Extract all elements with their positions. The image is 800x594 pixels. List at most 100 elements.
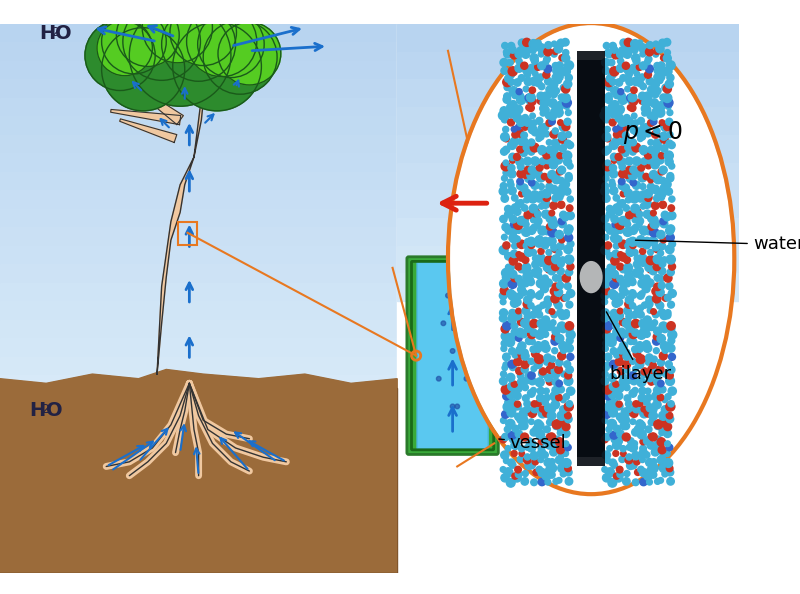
Circle shape — [562, 311, 570, 319]
Circle shape — [602, 451, 610, 459]
Text: vessel: vessel — [498, 434, 566, 452]
Circle shape — [518, 266, 525, 273]
Circle shape — [499, 187, 508, 195]
Circle shape — [657, 334, 666, 343]
Circle shape — [629, 279, 636, 286]
Circle shape — [548, 267, 555, 275]
Circle shape — [510, 222, 517, 228]
Circle shape — [562, 54, 570, 62]
Circle shape — [602, 279, 610, 288]
Circle shape — [647, 308, 653, 313]
Circle shape — [505, 75, 512, 82]
Circle shape — [522, 470, 528, 476]
Circle shape — [558, 322, 566, 331]
Circle shape — [638, 387, 646, 394]
Circle shape — [657, 438, 666, 446]
Circle shape — [646, 394, 652, 401]
Circle shape — [551, 337, 559, 345]
Circle shape — [510, 250, 518, 258]
Circle shape — [615, 79, 622, 86]
Circle shape — [518, 351, 526, 358]
Circle shape — [540, 99, 549, 108]
Circle shape — [664, 429, 671, 438]
Circle shape — [531, 57, 538, 64]
Circle shape — [522, 257, 529, 263]
Circle shape — [658, 78, 663, 84]
Circle shape — [653, 400, 661, 409]
Circle shape — [662, 347, 668, 353]
Circle shape — [624, 395, 630, 402]
Circle shape — [618, 146, 626, 153]
Circle shape — [562, 67, 570, 76]
Bar — [0, 80, 397, 98]
Circle shape — [634, 255, 641, 262]
Circle shape — [613, 204, 621, 212]
Circle shape — [624, 38, 633, 46]
Circle shape — [516, 346, 524, 354]
Circle shape — [629, 170, 638, 179]
Text: water: water — [635, 235, 800, 254]
Circle shape — [502, 127, 509, 132]
Circle shape — [526, 237, 535, 247]
Circle shape — [632, 207, 641, 217]
Circle shape — [604, 353, 612, 361]
Circle shape — [531, 181, 539, 189]
Circle shape — [648, 434, 654, 439]
Circle shape — [634, 261, 641, 268]
Circle shape — [659, 120, 665, 125]
Circle shape — [508, 78, 514, 86]
Circle shape — [501, 371, 506, 377]
Circle shape — [528, 372, 535, 379]
Circle shape — [562, 274, 570, 282]
Circle shape — [549, 113, 556, 120]
Circle shape — [669, 196, 675, 202]
Circle shape — [654, 436, 662, 444]
Circle shape — [631, 339, 637, 345]
Circle shape — [666, 377, 674, 386]
Circle shape — [602, 467, 607, 472]
Circle shape — [546, 442, 553, 449]
Circle shape — [652, 287, 660, 295]
Circle shape — [555, 302, 562, 309]
Circle shape — [547, 412, 556, 420]
Circle shape — [622, 422, 630, 429]
Circle shape — [611, 437, 618, 443]
Circle shape — [501, 340, 507, 347]
Circle shape — [611, 46, 618, 53]
Circle shape — [627, 438, 634, 444]
Circle shape — [633, 401, 639, 407]
Circle shape — [641, 406, 647, 412]
Circle shape — [636, 64, 643, 70]
Circle shape — [527, 170, 536, 179]
Circle shape — [506, 446, 511, 451]
Circle shape — [641, 158, 648, 165]
Circle shape — [610, 264, 616, 270]
Circle shape — [559, 55, 565, 61]
Circle shape — [628, 237, 637, 247]
Circle shape — [617, 335, 624, 342]
Circle shape — [534, 222, 541, 228]
Circle shape — [551, 51, 557, 57]
Circle shape — [637, 378, 646, 387]
Circle shape — [669, 163, 674, 169]
Circle shape — [651, 161, 659, 169]
Circle shape — [441, 321, 446, 326]
Circle shape — [625, 221, 630, 228]
Circle shape — [654, 175, 662, 184]
Ellipse shape — [580, 261, 602, 293]
Circle shape — [647, 183, 654, 190]
Circle shape — [658, 62, 665, 69]
Circle shape — [546, 419, 553, 426]
Circle shape — [553, 436, 561, 444]
Bar — [397, 246, 739, 273]
Circle shape — [624, 189, 633, 197]
Circle shape — [649, 412, 658, 420]
Circle shape — [565, 175, 572, 182]
Circle shape — [654, 327, 662, 335]
Circle shape — [619, 163, 626, 170]
Circle shape — [650, 267, 657, 275]
Circle shape — [623, 257, 630, 263]
Circle shape — [610, 360, 618, 368]
Circle shape — [618, 46, 627, 55]
Circle shape — [606, 467, 614, 477]
